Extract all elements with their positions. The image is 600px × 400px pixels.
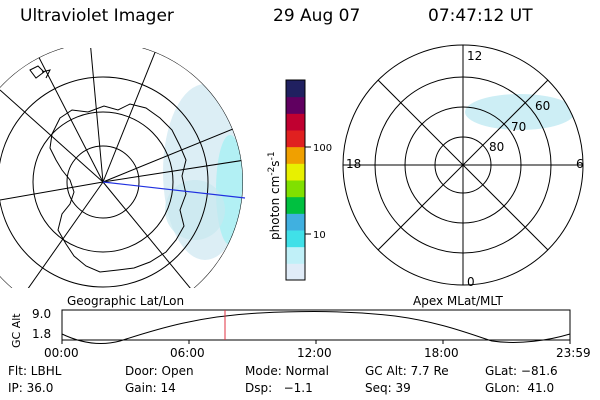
altitude-curve <box>61 311 571 344</box>
colorbar-segment <box>286 246 305 264</box>
info-seq: Seq: 39 <box>365 381 411 395</box>
geographic-map <box>0 48 246 288</box>
timeline-tick-1800: 18:00 <box>424 346 459 360</box>
timeline-tick-0000: 00:00 <box>44 346 79 360</box>
lat-60-label: 60 <box>535 99 550 113</box>
colorbar <box>286 80 305 281</box>
colorbar-segment <box>286 230 305 248</box>
timeline-tick-1200: 12:00 <box>297 346 332 360</box>
timeline-y-label: GC Alt <box>10 313 23 348</box>
mlt-0-label: 0 <box>467 275 475 289</box>
aurora-speckle-left <box>163 84 243 260</box>
aurora-speckle-right <box>465 94 575 130</box>
lat-80-label: 80 <box>489 140 504 154</box>
info-gain: Gain: 14 <box>125 381 176 395</box>
colorbar-segment <box>286 163 305 181</box>
time-label: 07:47:12 UT <box>428 6 533 26</box>
info-door: Door: Open <box>125 364 194 378</box>
colorbar-segment <box>286 130 305 148</box>
colorbar-tick-100: 100 <box>313 143 332 154</box>
timeline-y-bottom: 1.8 <box>32 327 51 341</box>
info-gcalt: GC Alt: 7.7 Re <box>365 364 449 378</box>
date-label: 29 Aug 07 <box>273 6 361 26</box>
timeline-tick-2359: 23:59 <box>556 346 591 360</box>
mlat-mlt-map <box>342 44 584 286</box>
info-flt: Flt: LBHL <box>8 364 62 378</box>
info-glat: GLat: −81.6 <box>485 364 558 378</box>
mlt-18-label: 18 <box>346 157 361 171</box>
colorbar-segment <box>286 113 305 131</box>
altitude-timeline <box>61 309 571 344</box>
timeline-y-top: 9.0 <box>32 307 51 321</box>
mlt-6-label: 6 <box>576 157 584 171</box>
info-mode: Mode: Normal <box>245 364 329 378</box>
colorbar-segment <box>286 213 305 231</box>
mlt-12-label: 12 <box>467 49 482 63</box>
right-panel-caption: Apex MLat/MLT <box>413 294 503 308</box>
left-panel-caption: Geographic Lat/Lon <box>67 294 184 308</box>
info-glon: GLon: 41.0 <box>485 381 555 395</box>
colorbar-tick-10: 10 <box>313 230 326 241</box>
colorbar-segment <box>286 146 305 164</box>
colorbar-unit-label: photon cm-2s-1 <box>267 151 282 240</box>
coastline <box>49 103 187 273</box>
app-title: Ultraviolet Imager <box>20 6 174 26</box>
colorbar-segment <box>286 263 305 281</box>
timeline-tick-0600: 06:00 <box>170 346 205 360</box>
info-ip: IP: 36.0 <box>8 381 54 395</box>
colorbar-segment <box>286 180 305 198</box>
colorbar-segment <box>286 196 305 214</box>
lat-70-label: 70 <box>511 120 526 134</box>
colorbar-segment <box>286 96 305 114</box>
terminator-line <box>102 181 246 199</box>
info-dsp: Dsp: −1.1 <box>245 381 313 395</box>
colorbar-segment <box>286 80 305 98</box>
